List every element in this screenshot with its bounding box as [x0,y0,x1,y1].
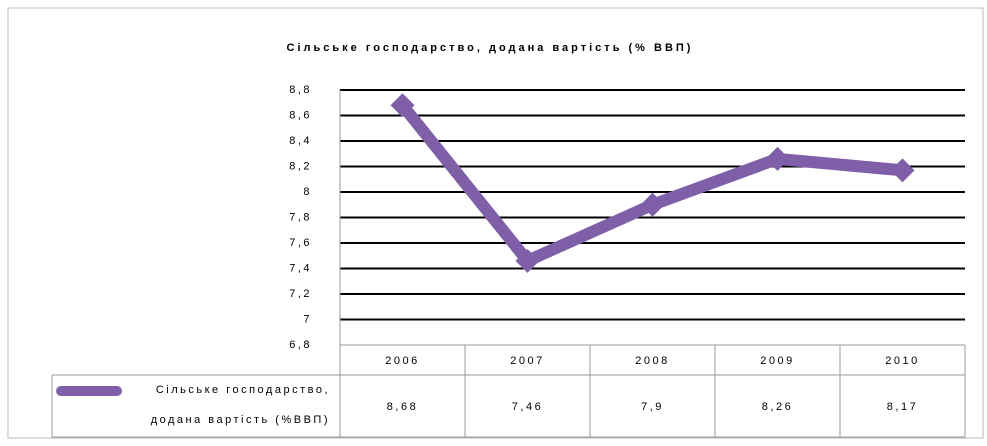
data-table-value: 8,26 [762,401,793,413]
x-tick-label: 2006 [385,355,419,367]
y-tick-label: 8,4 [289,135,312,147]
data-table-value: 7,9 [641,401,664,413]
y-tick-label: 7,2 [289,288,312,300]
y-tick-label: 7 [303,313,312,325]
y-tick-label: 8 [303,186,312,198]
y-tick-label: 7,6 [289,237,312,249]
series-line [397,101,904,267]
marker [640,192,665,217]
y-tick-label: 6,8 [289,339,312,351]
y-tick-label: 7,4 [289,262,312,274]
marker [515,248,540,273]
data-table-value: 8,17 [887,401,918,413]
x-tick-label: 2008 [635,355,669,367]
chart-title: Сільське господарство, додана вартість (… [287,42,694,54]
legend-swatch [56,386,122,396]
x-tick-label: 2007 [510,355,544,367]
legend-label: Сільське господарство, додана вартість (%… [151,384,330,426]
x-tick-label: 2009 [760,355,794,367]
data-table-value: 7,46 [512,401,543,413]
chart-frame [7,7,984,439]
x-tick-label: 2010 [885,355,919,367]
marker [390,93,415,118]
y-tick-label: 7,8 [289,211,312,223]
y-tick-label: 8,6 [289,109,312,121]
marker [890,158,915,183]
marker [765,146,790,171]
y-tick-label: 8,2 [289,160,312,172]
data-table-value: 8,68 [387,401,418,413]
y-tick-label: 8,8 [289,84,312,96]
